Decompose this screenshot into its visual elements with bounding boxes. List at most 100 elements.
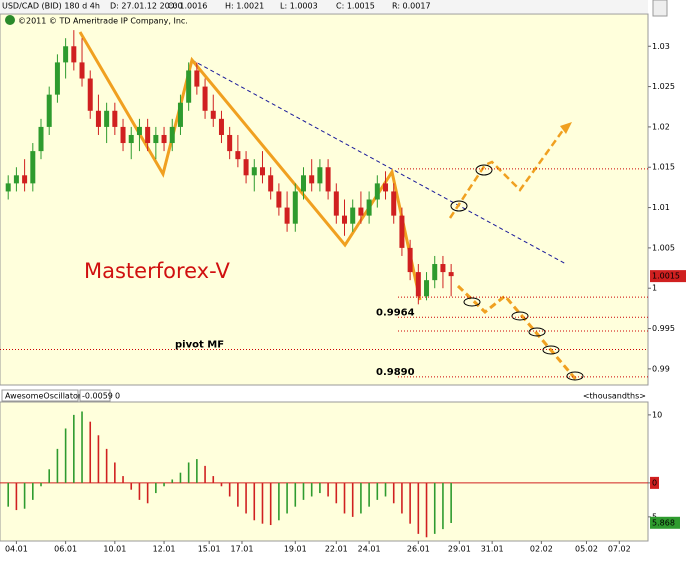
- candle-body: [46, 94, 52, 127]
- candle-body: [284, 207, 290, 224]
- candle-body: [112, 110, 118, 127]
- x-tick-label: 15.01: [198, 545, 221, 554]
- y-tick-label: 1.015: [652, 163, 675, 172]
- candle-body: [292, 191, 298, 224]
- candle-body: [268, 175, 274, 192]
- candle-body: [145, 126, 151, 144]
- x-tick-label: 24.01: [358, 545, 381, 554]
- marker: [475, 164, 493, 176]
- open: O: 1.0016: [168, 2, 207, 11]
- candle-body: [5, 183, 11, 192]
- candle-body: [440, 264, 446, 273]
- candle-body: [300, 175, 306, 192]
- x-tick-label: 04.01: [5, 545, 28, 554]
- price-panel: [0, 13, 649, 386]
- marker: [450, 200, 468, 212]
- oscillator-panel: [0, 401, 649, 542]
- candle-body: [448, 272, 454, 277]
- chart-title: Masterforex-V: [84, 259, 230, 283]
- osc-tick-label: 10: [652, 410, 662, 419]
- header-bar: [0, 0, 648, 13]
- marker: [463, 297, 481, 307]
- price-box: [650, 270, 686, 283]
- units-label: <thousandths>: [583, 392, 646, 401]
- marker: [511, 311, 529, 321]
- x-tick-label: 31.01: [481, 545, 504, 554]
- indicator-name: AwesomeOscillator: [5, 392, 82, 401]
- candle-body: [276, 191, 282, 208]
- candle-body: [120, 126, 126, 144]
- candle-body: [153, 134, 159, 144]
- osc-tick-label: 0: [652, 478, 657, 487]
- x-tick-label: 17.01: [231, 545, 254, 554]
- candle-body: [218, 118, 224, 135]
- candle-body: [227, 134, 233, 152]
- arrow-head: [560, 122, 572, 134]
- osc-current-box: [650, 516, 680, 529]
- x-tick-label: 05.02: [575, 545, 598, 554]
- candle-body: [63, 46, 69, 63]
- drawings: [78, 31, 584, 383]
- candle-body: [38, 126, 44, 152]
- candle-body: [169, 126, 175, 144]
- candle-body: [104, 110, 110, 127]
- candle-body: [30, 151, 36, 184]
- copyright: ©2011 © TD Ameritrade IP Company, Inc.: [18, 17, 188, 26]
- annotation: 0.9890: [376, 367, 415, 378]
- candle-body: [210, 110, 216, 119]
- header: USD/CAD (BID) 180 d 4h D: 27.01.12 20:00…: [0, 0, 648, 26]
- candle-body: [391, 191, 397, 216]
- candle-body: [136, 126, 142, 135]
- candle-body: [366, 199, 372, 216]
- zigzag: [78, 31, 422, 301]
- candle-body: [202, 86, 208, 111]
- indicator-tab[interactable]: [1, 389, 79, 402]
- y-tick-label: 1: [652, 284, 657, 293]
- x-tick-label: 29.01: [448, 545, 471, 554]
- y-tick-label: 0.99: [652, 364, 670, 373]
- x-tick-label: 02.02: [530, 545, 553, 554]
- symbol: USD/CAD (BID) 180 d 4h: [2, 2, 100, 11]
- candle-body: [186, 70, 192, 103]
- x-tick-label: 22.01: [325, 545, 348, 554]
- candle-body: [407, 247, 413, 273]
- scroll-button[interactable]: [652, 0, 668, 17]
- candle-body: [177, 102, 183, 127]
- y-tick-label: 0.995: [652, 324, 675, 333]
- candle-body: [333, 191, 339, 216]
- y-tick-label: 1.005: [652, 243, 675, 252]
- candle-body: [424, 280, 430, 297]
- y-tick-label: 1.02: [652, 122, 670, 131]
- x-tick-label: 10.01: [103, 545, 126, 554]
- candle-body: [13, 175, 19, 184]
- x-tick-label: 06.01: [54, 545, 77, 554]
- x-tick-label: 12.01: [153, 545, 176, 554]
- candle-body: [399, 215, 405, 248]
- annotation: 0.9964: [376, 307, 415, 318]
- candle-body: [259, 167, 265, 176]
- indicator-setting: 0: [115, 392, 120, 401]
- indicator-reading: -0.0059: [82, 392, 113, 401]
- candle-body: [95, 110, 101, 127]
- date: D: 27.01.12 20:00: [110, 2, 183, 11]
- indicator-reading-box: [79, 389, 111, 402]
- zero-box: [650, 476, 659, 489]
- candle-body: [350, 207, 356, 224]
- candle-body: [235, 151, 241, 160]
- x-tick-label: 07.02: [608, 545, 631, 554]
- candle-body: [243, 159, 249, 176]
- y-tick-label: 1.025: [652, 82, 675, 91]
- range: R: 0.0017: [392, 2, 431, 11]
- candle-body: [251, 167, 257, 176]
- logo: [5, 15, 15, 25]
- candle-body: [161, 134, 167, 144]
- x-tick-label: 19.01: [284, 545, 307, 554]
- candle-body: [128, 134, 134, 144]
- candle-body: [383, 183, 389, 192]
- candle-body: [79, 62, 85, 79]
- low: L: 1.0003: [280, 2, 318, 11]
- y-tick-label: 1.03: [652, 42, 670, 51]
- x-tick-label: 26.01: [407, 545, 430, 554]
- candle-body: [374, 183, 380, 200]
